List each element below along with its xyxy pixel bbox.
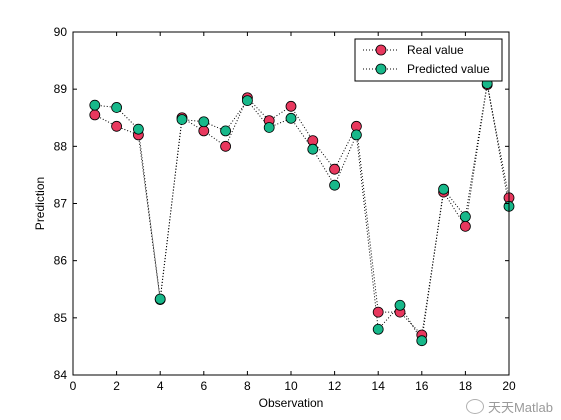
point-s0-5 <box>198 125 210 137</box>
legend-marker-1 <box>375 63 387 75</box>
x-tick-label-2: 4 <box>157 379 164 393</box>
point-s1-6 <box>220 125 232 137</box>
point-s0-11 <box>329 163 341 175</box>
legend: Real value Predicted value <box>354 38 503 82</box>
x-tick-label-0: 0 <box>70 379 77 393</box>
point-s1-12 <box>350 129 362 141</box>
x-tick-label-10: 20 <box>502 379 516 393</box>
y-tick-label-4: 88 <box>54 139 68 153</box>
series-layer <box>89 78 515 347</box>
point-s0-1 <box>111 120 122 132</box>
point-s1-1 <box>111 102 122 113</box>
watermark-text: 天天Matlab <box>487 400 553 415</box>
y-tick-label-3: 87 <box>54 197 68 211</box>
x-tick-label-4: 8 <box>244 379 251 393</box>
point-s0-9 <box>285 100 297 112</box>
x-tick-label-9: 18 <box>459 379 473 393</box>
y-axis-label: Prediction <box>33 177 47 230</box>
point-s1-2 <box>132 123 144 135</box>
legend-label-0: Real value <box>407 43 464 57</box>
point-s1-5 <box>198 116 210 128</box>
wechat-icon <box>465 399 484 414</box>
x-tick-label-8: 16 <box>415 379 429 393</box>
point-s1-13 <box>372 323 384 335</box>
y-tick-label-0: 84 <box>54 368 68 382</box>
axes-layer: 0 2 4 6 8 10 12 14 16 18 20 84 85 86 87 88 89 90 <box>54 25 516 393</box>
point-s1-16 <box>438 183 450 195</box>
x-tick-label-3: 6 <box>200 379 207 393</box>
point-s1-10 <box>307 143 319 155</box>
series-line-1 <box>94 83 510 343</box>
point-s1-9 <box>285 112 297 124</box>
watermark: 天天Matlab <box>465 397 553 416</box>
x-tick-label-7: 14 <box>372 379 386 393</box>
point-s1-3 <box>154 293 166 305</box>
legend-label-1: Predicted value <box>407 62 490 76</box>
point-s1-7 <box>241 95 253 106</box>
point-s0-13 <box>372 306 384 318</box>
y-tick-label-5: 89 <box>54 82 68 96</box>
point-s1-0 <box>89 99 101 111</box>
x-axis-label: Observation <box>259 396 324 410</box>
x-tick-label-6: 12 <box>328 379 342 393</box>
point-s1-4 <box>176 114 188 125</box>
point-s1-11 <box>329 179 341 191</box>
point-s0-17 <box>459 220 471 232</box>
plot-frame <box>72 31 510 376</box>
y-tick-label-1: 85 <box>54 311 68 325</box>
point-s0-0 <box>89 109 101 121</box>
point-s1-17 <box>459 211 471 223</box>
x-tick-label-1: 2 <box>113 379 120 393</box>
point-s1-8 <box>263 122 275 133</box>
x-tick-label-5: 10 <box>284 379 298 393</box>
point-s1-14 <box>394 299 406 311</box>
legend-marker-0 <box>375 44 387 56</box>
y-tick-label-2: 86 <box>54 254 68 268</box>
point-s1-15 <box>416 335 428 347</box>
y-tick-label-6: 90 <box>54 25 68 39</box>
point-s0-6 <box>220 140 232 152</box>
